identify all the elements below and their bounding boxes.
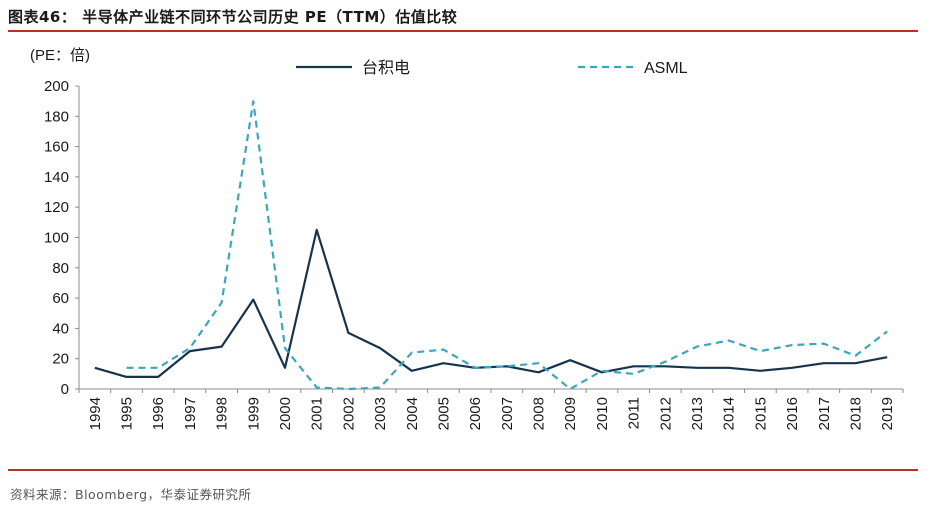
x-tick-label: 2002 [340,397,357,430]
source-divider [8,469,918,471]
series-line-tsmc [94,228,888,378]
y-tick-label: 200 [44,78,69,95]
series-line-asml [126,100,888,391]
x-tick-label: 2008 [531,397,548,430]
y-tick-label: 160 [44,139,69,156]
y-tick-label: 60 [52,290,69,307]
y-tick-label: 0 [61,381,69,398]
title-divider [8,30,918,32]
x-tick-label: 2010 [594,397,611,430]
x-tick-label: 2011 [626,397,643,429]
y-tick-label: 20 [52,351,69,368]
x-tick-label: 2018 [847,397,864,430]
plot-area [94,100,888,391]
x-tick-label: 1999 [245,397,262,430]
y-axis-label: (PE：倍) [30,47,90,64]
x-tick-label: 2007 [499,397,516,430]
x-tick-label: 2009 [562,397,579,430]
y-tick-label: 180 [44,108,69,125]
x-tick-label: 2014 [721,397,738,430]
x-tick-label: 2016 [784,397,801,430]
x-tick-label: 2000 [277,397,294,430]
legend-label: 台积电 [362,59,410,77]
y-tick-label: 100 [44,230,69,247]
chart-legend: 台积电 ASML [296,59,688,77]
x-tick-label: 2004 [404,397,421,430]
x-tick-label: 2006 [467,397,484,430]
y-axis: 0 20 40 60 80 100 120 140 160 180 200 [44,78,80,398]
y-tick-label: 80 [52,260,69,277]
x-tick-label: 2013 [689,397,706,430]
x-tick-label: 2003 [372,397,389,430]
legend-label: ASML [644,60,688,77]
x-tick-label: 2012 [657,397,674,430]
x-axis: 1994 1995 1996 1997 1998 1999 2000 2001 2002 2003… [78,388,904,430]
figure-title: 图表46： 半导体产业链不同环节公司历史 PE（TTM）估值比较 [8,8,458,26]
x-tick-label: 1994 [87,397,104,430]
x-tick-label: 1998 [214,397,231,430]
x-tick-label: 1997 [182,397,199,430]
y-tick-label: 140 [44,169,69,186]
x-tick-label: 1996 [150,397,167,430]
x-tick-label: 2019 [879,397,896,430]
y-tick-label: 120 [44,199,69,216]
y-tick-label: 40 [52,320,69,337]
source-note: 资料来源：Bloomberg，华泰证券研究所 [10,487,252,502]
x-tick-label: 2005 [435,397,452,430]
x-tick-label: 2017 [816,397,833,430]
x-tick-label: 1995 [119,397,136,430]
x-tick-label: 2001 [309,397,326,430]
pe-line-chart: (PE：倍) 台积电 ASML 0 20 40 60 80 100 120 140 160 180 2… [30,47,904,430]
x-tick-label: 2015 [752,397,769,430]
